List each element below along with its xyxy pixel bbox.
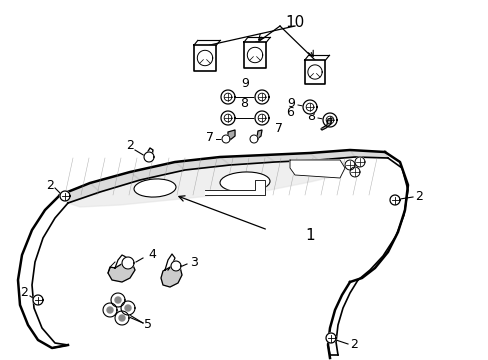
Text: 2: 2 bbox=[414, 189, 422, 202]
Polygon shape bbox=[171, 261, 181, 271]
Polygon shape bbox=[204, 180, 264, 195]
Text: 8: 8 bbox=[240, 97, 247, 110]
Text: 7: 7 bbox=[274, 122, 283, 135]
Polygon shape bbox=[161, 265, 182, 287]
Text: 2: 2 bbox=[349, 338, 357, 351]
Ellipse shape bbox=[134, 179, 176, 197]
Polygon shape bbox=[107, 307, 113, 313]
Polygon shape bbox=[119, 315, 125, 321]
Ellipse shape bbox=[220, 172, 269, 192]
Polygon shape bbox=[304, 60, 325, 84]
Polygon shape bbox=[289, 160, 345, 178]
Text: 8: 8 bbox=[306, 109, 314, 122]
Polygon shape bbox=[264, 153, 317, 162]
Polygon shape bbox=[68, 160, 349, 207]
Polygon shape bbox=[389, 195, 399, 205]
Polygon shape bbox=[144, 152, 154, 162]
Polygon shape bbox=[320, 118, 331, 130]
Polygon shape bbox=[121, 301, 135, 315]
Polygon shape bbox=[323, 113, 336, 127]
Polygon shape bbox=[175, 157, 229, 170]
Polygon shape bbox=[60, 191, 70, 201]
Polygon shape bbox=[345, 160, 354, 170]
Text: 7: 7 bbox=[205, 131, 214, 144]
Polygon shape bbox=[220, 155, 274, 165]
Polygon shape bbox=[193, 45, 216, 71]
Polygon shape bbox=[249, 135, 258, 143]
Text: 5: 5 bbox=[143, 319, 152, 332]
Polygon shape bbox=[125, 305, 131, 311]
Polygon shape bbox=[303, 100, 316, 114]
Text: 2: 2 bbox=[126, 139, 134, 152]
Polygon shape bbox=[115, 297, 121, 303]
Polygon shape bbox=[221, 90, 235, 104]
Polygon shape bbox=[224, 130, 235, 142]
Polygon shape bbox=[60, 183, 100, 203]
Polygon shape bbox=[325, 333, 335, 343]
Text: 4: 4 bbox=[148, 248, 156, 261]
Polygon shape bbox=[255, 111, 268, 125]
Text: 6: 6 bbox=[285, 105, 293, 118]
Text: 2: 2 bbox=[20, 285, 28, 298]
Text: 3: 3 bbox=[190, 256, 198, 269]
Text: 9: 9 bbox=[286, 96, 294, 109]
Polygon shape bbox=[111, 293, 125, 307]
Polygon shape bbox=[108, 262, 135, 282]
Polygon shape bbox=[221, 111, 235, 125]
Polygon shape bbox=[122, 257, 134, 269]
Polygon shape bbox=[244, 42, 265, 68]
Polygon shape bbox=[354, 157, 364, 167]
Polygon shape bbox=[349, 150, 387, 158]
Polygon shape bbox=[309, 150, 354, 160]
Polygon shape bbox=[90, 172, 140, 192]
Text: 9: 9 bbox=[241, 77, 248, 90]
Text: 2: 2 bbox=[46, 179, 54, 192]
Polygon shape bbox=[130, 162, 184, 180]
Text: 10: 10 bbox=[285, 14, 304, 30]
Polygon shape bbox=[103, 303, 117, 317]
Polygon shape bbox=[33, 295, 43, 305]
Polygon shape bbox=[250, 130, 262, 142]
Text: 1: 1 bbox=[305, 228, 314, 243]
Polygon shape bbox=[255, 90, 268, 104]
Polygon shape bbox=[349, 167, 359, 177]
Polygon shape bbox=[222, 135, 229, 143]
Polygon shape bbox=[115, 311, 129, 325]
